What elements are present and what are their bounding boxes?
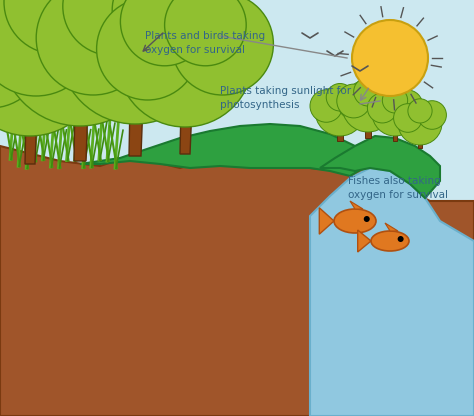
Circle shape [310,90,343,122]
Ellipse shape [334,209,376,233]
Circle shape [372,90,418,136]
Polygon shape [74,46,90,161]
Circle shape [64,0,184,91]
Circle shape [392,90,423,120]
Circle shape [172,0,273,95]
Text: Plants and birds taking
oxygen for survival: Plants and birds taking oxygen for survi… [145,31,265,55]
Circle shape [418,101,447,129]
Circle shape [0,0,160,126]
Polygon shape [80,124,370,176]
Polygon shape [365,106,371,138]
Circle shape [408,99,432,123]
Circle shape [56,0,152,54]
Circle shape [97,0,199,100]
Polygon shape [337,111,343,141]
Circle shape [326,84,354,111]
Polygon shape [310,168,474,416]
Polygon shape [320,136,440,198]
Ellipse shape [371,231,409,251]
Circle shape [0,0,55,71]
Text: Fishes also taking
oxygen for survival: Fishes also taking oxygen for survival [348,176,448,200]
Circle shape [0,0,45,108]
Circle shape [365,81,399,115]
Circle shape [398,101,442,145]
Circle shape [393,104,422,132]
Circle shape [120,0,234,90]
Text: Plants taking sunlight for
photosynthesis: Plants taking sunlight for photosynthesi… [220,86,351,110]
Circle shape [383,88,408,113]
Circle shape [117,0,253,127]
Circle shape [112,0,203,56]
Polygon shape [350,201,363,209]
Circle shape [120,0,209,66]
Circle shape [16,0,124,103]
Circle shape [63,0,162,56]
Circle shape [59,0,211,124]
Polygon shape [385,223,398,231]
Circle shape [315,86,365,136]
Circle shape [352,20,428,96]
Polygon shape [25,64,39,164]
Circle shape [364,216,370,222]
Polygon shape [180,59,194,154]
Polygon shape [418,123,422,148]
Circle shape [354,77,383,106]
Circle shape [337,84,371,118]
Circle shape [342,80,394,132]
Circle shape [164,0,246,66]
Circle shape [0,0,96,96]
Polygon shape [393,113,397,141]
Circle shape [36,0,150,95]
Polygon shape [0,146,474,416]
Circle shape [0,0,102,136]
Circle shape [4,0,108,54]
Circle shape [367,93,397,123]
Circle shape [337,87,370,119]
Circle shape [9,0,95,71]
Polygon shape [129,48,145,156]
Polygon shape [319,208,334,234]
Polygon shape [358,230,371,252]
Circle shape [398,236,404,242]
